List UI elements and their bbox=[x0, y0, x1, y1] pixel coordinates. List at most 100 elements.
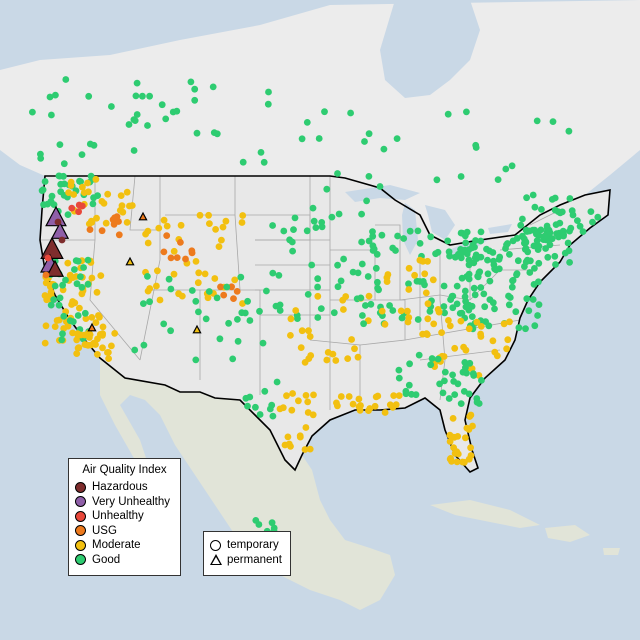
moderate-monitor-point bbox=[344, 355, 352, 362]
moderate-monitor-point bbox=[206, 220, 213, 228]
good-monitor-point bbox=[334, 170, 341, 177]
good-monitor-point bbox=[451, 253, 459, 261]
good-monitor-point bbox=[369, 247, 377, 254]
moderate-monitor-point bbox=[305, 327, 312, 335]
triangle-icon bbox=[210, 554, 222, 566]
moderate-monitor-point bbox=[99, 323, 107, 331]
good-monitor-point bbox=[440, 303, 448, 310]
good-monitor-point bbox=[519, 215, 526, 223]
moderate-monitor-point bbox=[285, 440, 293, 448]
usg-monitor-point bbox=[228, 283, 236, 291]
good-monitor-point bbox=[55, 301, 63, 309]
good-monitor-point bbox=[544, 253, 552, 261]
legend-item-temporary: temporary bbox=[210, 538, 284, 553]
good-monitor-point bbox=[132, 92, 140, 100]
moderate-monitor-point bbox=[105, 349, 112, 356]
moderate-monitor-point bbox=[448, 457, 455, 465]
good-monitor-point bbox=[525, 307, 533, 315]
moderate-monitor-point bbox=[97, 272, 105, 279]
good-monitor-point bbox=[393, 135, 401, 143]
moderate-monitor-point bbox=[67, 178, 75, 186]
good-monitor-point bbox=[477, 284, 485, 291]
moderate-monitor-point bbox=[302, 392, 310, 399]
good-monitor-point bbox=[551, 206, 559, 214]
moderate-monitor-point bbox=[445, 317, 452, 324]
good-monitor-point bbox=[565, 247, 573, 255]
good-monitor-point bbox=[462, 364, 469, 372]
moderate-monitor-point bbox=[123, 188, 131, 196]
good-monitor-point bbox=[535, 242, 543, 250]
good-monitor-point bbox=[481, 303, 489, 311]
good-monitor-point bbox=[522, 258, 530, 266]
good-monitor-point bbox=[564, 239, 572, 247]
good-monitor-point bbox=[552, 261, 559, 268]
good-monitor-point bbox=[400, 235, 408, 242]
good-monitor-point bbox=[187, 78, 195, 86]
good-monitor-point bbox=[318, 219, 326, 226]
moderate-monitor-point bbox=[306, 445, 314, 453]
good-monitor-point bbox=[234, 337, 242, 345]
good-monitor-point bbox=[234, 316, 241, 323]
moderate-monitor-point bbox=[74, 344, 82, 352]
good-monitor-point bbox=[533, 117, 541, 125]
good-monitor-point bbox=[125, 121, 133, 128]
moderate-monitor-point bbox=[117, 192, 125, 200]
moderate-monitor-point bbox=[467, 452, 475, 459]
usg-monitor-point bbox=[233, 288, 241, 295]
good-monitor-point bbox=[546, 241, 554, 249]
good-monitor-point bbox=[462, 303, 470, 311]
good-monitor-point bbox=[160, 320, 168, 328]
good-monitor-point bbox=[360, 320, 367, 328]
good-monitor-point bbox=[556, 209, 564, 217]
moderate-monitor-point bbox=[239, 300, 246, 307]
moderate-monitor-point bbox=[386, 401, 394, 409]
good-monitor-point bbox=[158, 101, 166, 109]
moderate-monitor-point bbox=[128, 202, 136, 209]
moderate-monitor-point bbox=[333, 399, 340, 407]
good-monitor-point bbox=[508, 162, 516, 170]
good-monitor-point bbox=[380, 145, 388, 153]
moderate-monitor-point bbox=[454, 450, 462, 458]
good-monitor-point bbox=[314, 275, 322, 283]
good-monitor-point bbox=[52, 91, 59, 99]
good-monitor-point bbox=[440, 282, 448, 290]
good-monitor-point bbox=[74, 257, 82, 265]
good-monitor-point bbox=[144, 122, 151, 129]
good-monitor-point bbox=[462, 239, 470, 247]
good-monitor-point bbox=[244, 297, 252, 305]
good-monitor-point bbox=[522, 325, 529, 333]
moderate-monitor-point bbox=[467, 411, 475, 419]
good-monitor-point bbox=[458, 274, 466, 282]
good-monitor-point bbox=[459, 248, 466, 256]
good-monitor-point bbox=[470, 284, 478, 292]
moderate-monitor-point bbox=[153, 282, 160, 290]
moderate-monitor-point bbox=[477, 330, 484, 338]
moderate-permanent-monitor bbox=[192, 324, 202, 334]
good-monitor-point bbox=[266, 405, 274, 413]
hazardous-swatch bbox=[75, 481, 86, 493]
good-monitor-point bbox=[81, 309, 89, 317]
good-monitor-point bbox=[448, 292, 456, 300]
moderate-monitor-point bbox=[424, 257, 431, 265]
usg-monitor-point bbox=[111, 214, 118, 222]
good-monitor-point bbox=[549, 118, 557, 125]
good-monitor-point bbox=[304, 291, 312, 298]
moderate-monitor-point bbox=[473, 318, 481, 326]
moderate-monitor-point bbox=[160, 216, 168, 224]
moderate-monitor-point bbox=[65, 189, 72, 197]
good-monitor-point bbox=[269, 412, 277, 420]
good-monitor-point bbox=[566, 259, 573, 266]
moderate-monitor-point bbox=[79, 183, 86, 191]
good-swatch bbox=[75, 554, 86, 566]
moderate-monitor-point bbox=[108, 342, 115, 350]
good-monitor-point bbox=[78, 151, 86, 159]
good-monitor-point bbox=[457, 173, 465, 180]
good-monitor-point bbox=[476, 268, 484, 276]
good-monitor-point bbox=[192, 356, 200, 364]
moderate-monitor-point bbox=[85, 220, 93, 228]
good-monitor-point bbox=[347, 109, 354, 117]
good-monitor-point bbox=[427, 361, 435, 369]
moderate-monitor-point bbox=[104, 190, 112, 198]
good-monitor-point bbox=[334, 261, 341, 269]
good-monitor-point bbox=[270, 524, 278, 532]
